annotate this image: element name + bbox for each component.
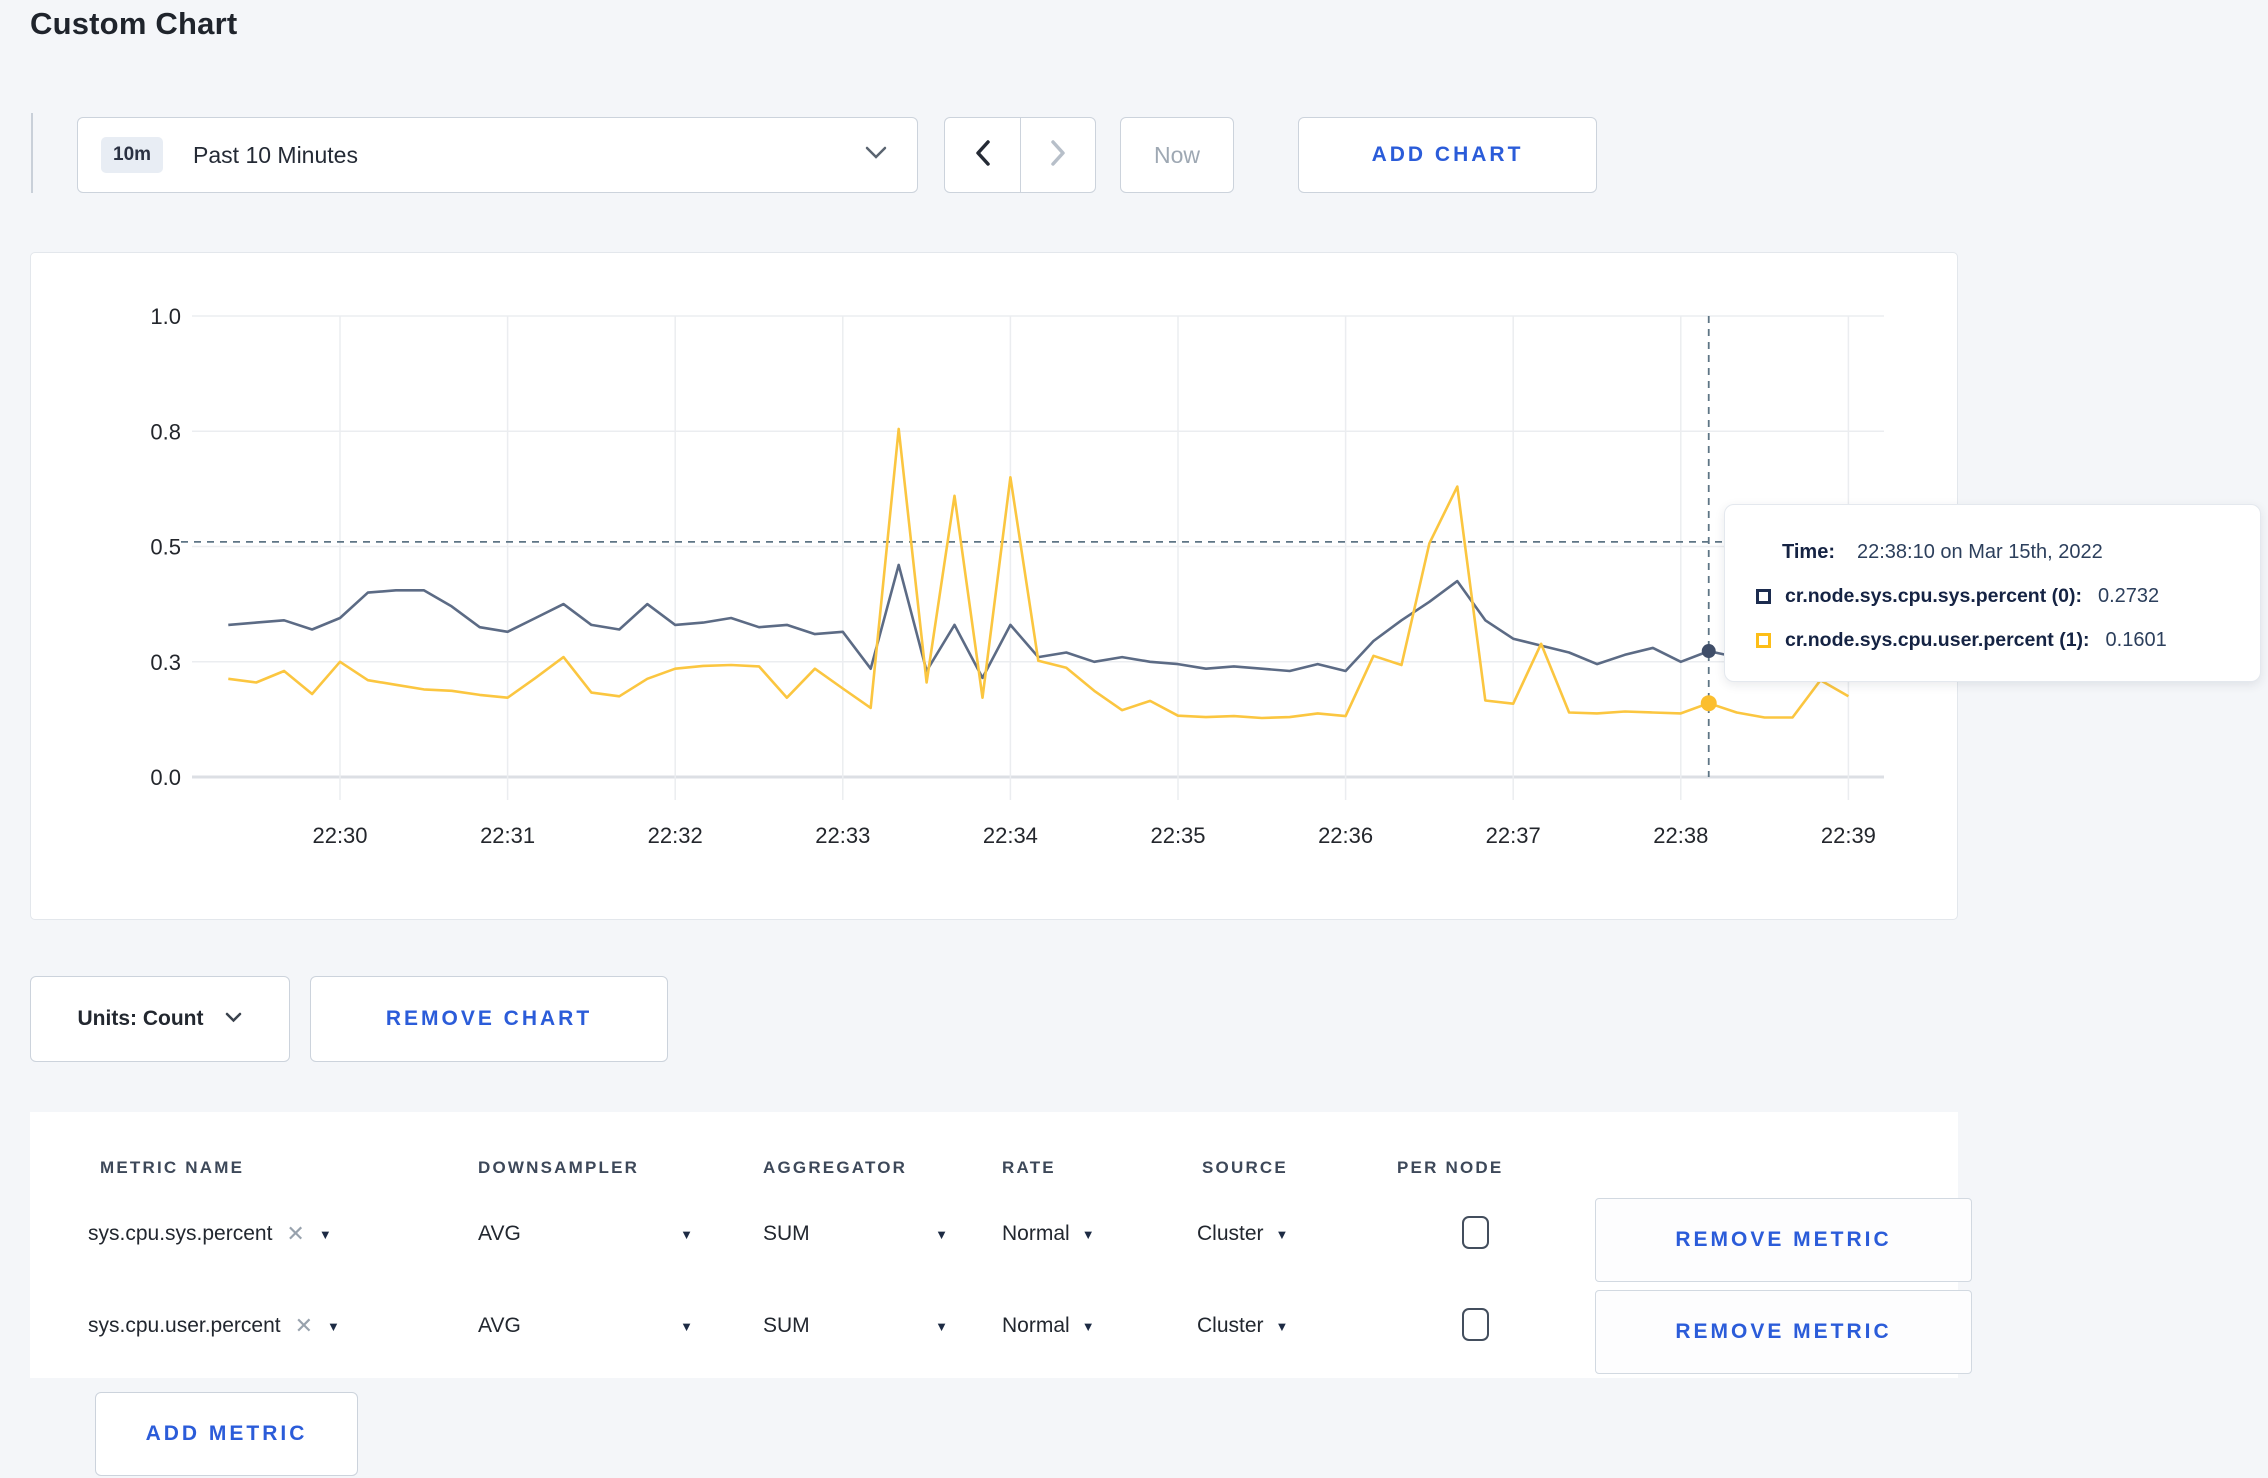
metric-name-value: sys.cpu.sys.percent bbox=[88, 1222, 273, 1245]
page-title: Custom Chart bbox=[30, 6, 238, 41]
svg-text:22:31: 22:31 bbox=[480, 823, 535, 848]
caret-down-icon: ▼ bbox=[1275, 1226, 1289, 1242]
chart-tooltip: Time: 22:38:10 on Mar 15th, 2022 cr.node… bbox=[1724, 504, 2261, 682]
svg-text:22:32: 22:32 bbox=[648, 823, 703, 848]
clear-icon[interactable]: ✕ bbox=[286, 1221, 305, 1246]
svg-text:22:38: 22:38 bbox=[1653, 823, 1708, 848]
source-select[interactable]: Cluster ▼ bbox=[1197, 1222, 1288, 1246]
caret-down-icon: ▼ bbox=[935, 1226, 948, 1242]
source-select[interactable]: Cluster ▼ bbox=[1197, 1314, 1288, 1338]
per-node-checkbox[interactable] bbox=[1462, 1216, 1489, 1249]
chevron-right-icon bbox=[1048, 138, 1068, 173]
downsampler-select[interactable]: AVG ▼ bbox=[478, 1222, 693, 1246]
source-value: Cluster bbox=[1197, 1314, 1264, 1337]
remove-metric-button[interactable]: REMOVE METRIC bbox=[1595, 1198, 1972, 1282]
rate-select[interactable]: Normal ▼ bbox=[1002, 1314, 1095, 1338]
col-header-per-node: PER NODE bbox=[1397, 1158, 1504, 1177]
caret-down-icon: ▼ bbox=[1081, 1318, 1095, 1334]
svg-text:0.3: 0.3 bbox=[150, 650, 181, 675]
caret-down-icon: ▼ bbox=[318, 1226, 332, 1242]
units-dropdown[interactable]: Units: Count bbox=[30, 976, 290, 1062]
svg-text:22:34: 22:34 bbox=[983, 823, 1038, 848]
tooltip-series-name: cr.node.sys.cpu.user.percent (1): bbox=[1785, 628, 2090, 651]
time-range-label: Past 10 Minutes bbox=[193, 141, 358, 168]
caret-down-icon: ▼ bbox=[327, 1318, 340, 1334]
series-swatch-icon bbox=[1756, 632, 1771, 648]
aggregator-value: SUM bbox=[763, 1222, 810, 1245]
metrics-table: METRIC NAME DOWNSAMPLER AGGREGATOR RATE … bbox=[30, 1112, 1972, 1378]
rate-value: Normal bbox=[1002, 1314, 1070, 1337]
caret-down-icon: ▼ bbox=[935, 1318, 948, 1334]
series-swatch-icon bbox=[1756, 588, 1771, 604]
add-chart-button[interactable]: ADD CHART bbox=[1298, 117, 1597, 193]
metric-row: sys.cpu.sys.percent ✕ ▼ AVG ▼ SUM ▼ Norm… bbox=[30, 1190, 1972, 1282]
chevron-down-icon bbox=[225, 1010, 242, 1028]
metric-row: sys.cpu.user.percent ✕ ▼ AVG ▼ SUM ▼ Nor… bbox=[30, 1282, 1972, 1374]
time-range-dropdown[interactable]: 10m Past 10 Minutes bbox=[77, 117, 918, 193]
per-node-checkbox[interactable] bbox=[1462, 1308, 1489, 1341]
next-button[interactable] bbox=[1020, 118, 1095, 192]
col-header-source: SOURCE bbox=[1202, 1158, 1288, 1177]
toolbar-divider bbox=[31, 113, 33, 193]
caret-down-icon: ▼ bbox=[1081, 1226, 1095, 1242]
svg-text:22:35: 22:35 bbox=[1150, 823, 1205, 848]
tooltip-series-name: cr.node.sys.cpu.sys.percent (0): bbox=[1785, 584, 2082, 607]
chart-card: 0.0 0.3 0.5 0.8 1.0 22:30 22:31 22:32 22:33 22:34… bbox=[30, 252, 1958, 920]
chevron-down-icon bbox=[865, 146, 887, 165]
tooltip-time-label: Time: bbox=[1782, 540, 1835, 563]
downsampler-value: AVG bbox=[478, 1222, 521, 1245]
col-header-downsampler: DOWNSAMPLER bbox=[478, 1158, 640, 1177]
caret-down-icon: ▼ bbox=[680, 1318, 693, 1334]
time-pager bbox=[944, 117, 1096, 193]
tooltip-series-value: 0.1601 bbox=[2105, 628, 2167, 651]
time-range-badge: 10m bbox=[101, 137, 164, 173]
add-metric-button[interactable]: ADD METRIC bbox=[95, 1392, 358, 1476]
rate-value: Normal bbox=[1002, 1222, 1070, 1245]
timeseries-chart: 0.0 0.3 0.5 0.8 1.0 22:30 22:31 22:32 22:33 22:34… bbox=[150, 304, 1884, 848]
rate-select[interactable]: Normal ▼ bbox=[1002, 1222, 1095, 1246]
col-header-rate: RATE bbox=[1002, 1158, 1056, 1177]
downsampler-select[interactable]: AVG ▼ bbox=[478, 1314, 693, 1338]
svg-text:22:33: 22:33 bbox=[815, 823, 870, 848]
aggregator-value: SUM bbox=[763, 1314, 810, 1337]
remove-chart-button[interactable]: REMOVE CHART bbox=[310, 976, 668, 1062]
units-label: Units: Count bbox=[77, 1007, 204, 1030]
metric-name-select[interactable]: sys.cpu.user.percent ✕ ▼ bbox=[88, 1314, 340, 1338]
svg-text:0.8: 0.8 bbox=[150, 419, 181, 444]
caret-down-icon: ▼ bbox=[1275, 1318, 1289, 1334]
svg-text:0.0: 0.0 bbox=[150, 765, 181, 790]
remove-metric-button[interactable]: REMOVE METRIC bbox=[1595, 1290, 1972, 1374]
caret-down-icon: ▼ bbox=[680, 1226, 693, 1242]
prev-button[interactable] bbox=[945, 118, 1020, 192]
tooltip-time-value: 22:38:10 on Mar 15th, 2022 bbox=[1856, 540, 2103, 563]
source-value: Cluster bbox=[1197, 1222, 1264, 1245]
clear-icon[interactable]: ✕ bbox=[294, 1313, 314, 1338]
tooltip-series-row: cr.node.sys.cpu.sys.percent (0): 0.2732 bbox=[1756, 574, 2230, 618]
aggregator-select[interactable]: SUM ▼ bbox=[763, 1222, 948, 1246]
chevron-left-icon bbox=[973, 138, 993, 173]
col-header-aggregator: AGGREGATOR bbox=[763, 1158, 908, 1177]
tooltip-time-row: Time: 22:38:10 on Mar 15th, 2022 bbox=[1782, 530, 2230, 574]
svg-text:0.5: 0.5 bbox=[150, 535, 181, 560]
downsampler-value: AVG bbox=[478, 1314, 521, 1337]
col-header-metric-name: METRIC NAME bbox=[100, 1158, 245, 1177]
metric-name-value: sys.cpu.user.percent bbox=[88, 1314, 281, 1337]
now-button[interactable]: Now bbox=[1120, 117, 1234, 193]
svg-text:22:30: 22:30 bbox=[312, 823, 367, 848]
svg-text:22:37: 22:37 bbox=[1486, 823, 1541, 848]
svg-text:1.0: 1.0 bbox=[150, 304, 181, 329]
svg-text:22:36: 22:36 bbox=[1318, 823, 1373, 848]
tooltip-series-value: 0.2732 bbox=[2097, 584, 2160, 607]
svg-text:22:39: 22:39 bbox=[1821, 823, 1876, 848]
aggregator-select[interactable]: SUM ▼ bbox=[763, 1314, 948, 1338]
metric-name-select[interactable]: sys.cpu.sys.percent ✕ ▼ bbox=[88, 1222, 332, 1246]
tooltip-series-row: cr.node.sys.cpu.user.percent (1): 0.1601 bbox=[1756, 618, 2230, 662]
